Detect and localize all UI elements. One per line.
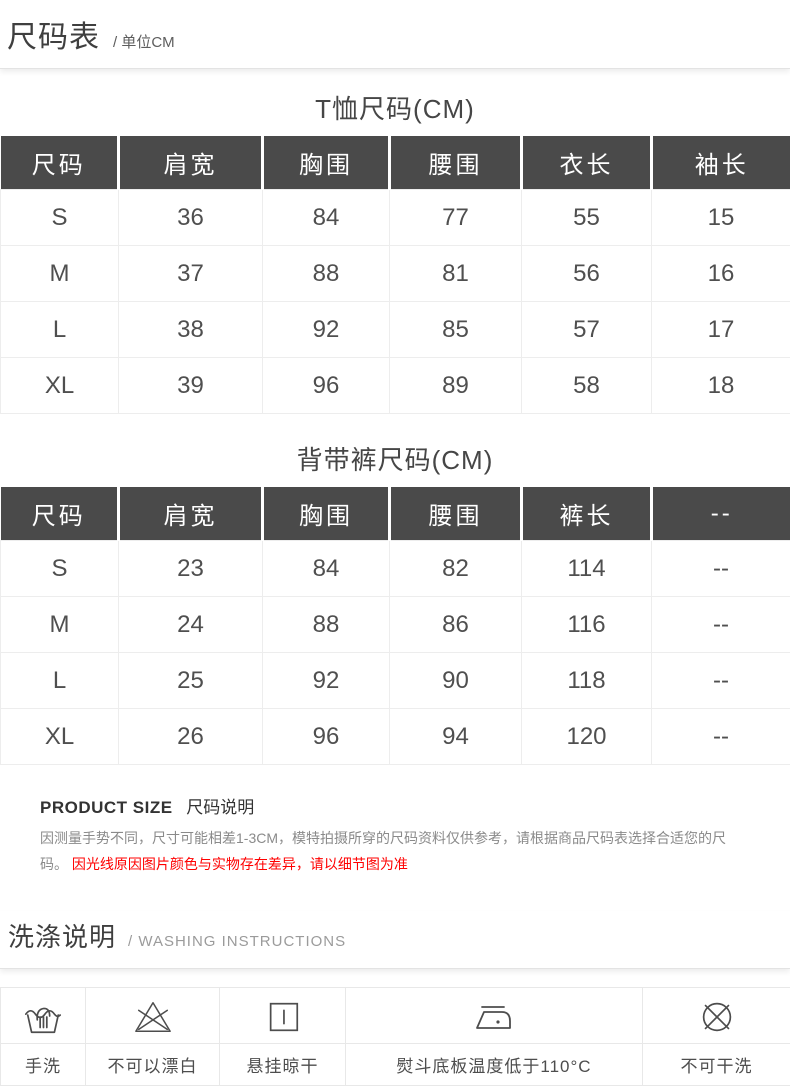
table-row: M 24 88 86 116 -- bbox=[1, 597, 790, 653]
color-warning-text: 因光线原因图片颜色与实物存在差异，请以细节图为准 bbox=[72, 856, 408, 872]
unit-label: / 单位CM bbox=[113, 31, 175, 52]
table-row: M 37 88 81 56 16 bbox=[1, 246, 790, 302]
size-cell: -- bbox=[652, 541, 790, 597]
size-cell: 23 bbox=[119, 541, 263, 597]
size-cell: 96 bbox=[263, 709, 390, 765]
size-cell: 89 bbox=[390, 358, 522, 414]
size-cell: 94 bbox=[390, 709, 522, 765]
hand-wash-icon bbox=[22, 997, 64, 1037]
drip-dry-icon bbox=[264, 998, 302, 1036]
washing-table: 手洗 不可以漂白 悬挂晾干 熨斗底板温度低于110°C 不可干洗 bbox=[0, 987, 790, 1086]
table-row: L 25 92 90 118 -- bbox=[1, 653, 790, 709]
size-cell: XL bbox=[1, 358, 119, 414]
size-cell: L bbox=[1, 653, 119, 709]
column-header-pants-length: 裤长 bbox=[522, 487, 652, 541]
column-header-chest: 胸围 bbox=[263, 487, 390, 541]
size-note-heading-cn: 尺码说明 bbox=[186, 798, 254, 817]
size-cell: 39 bbox=[119, 358, 263, 414]
size-cell: 82 bbox=[390, 541, 522, 597]
column-header-empty: -- bbox=[652, 487, 790, 541]
table-row: XL 39 96 89 58 18 bbox=[1, 358, 790, 414]
size-cell: 114 bbox=[522, 541, 652, 597]
size-cell: 26 bbox=[119, 709, 263, 765]
table-row: XL 26 96 94 120 -- bbox=[1, 709, 790, 765]
size-cell: S bbox=[1, 541, 119, 597]
size-cell: 88 bbox=[263, 246, 390, 302]
washing-title: 洗涤说明 bbox=[8, 917, 116, 954]
size-cell: 90 bbox=[390, 653, 522, 709]
page-title: 尺码表 bbox=[7, 12, 100, 56]
table-row: S 23 84 82 114 -- bbox=[1, 541, 790, 597]
size-note-body: 因测量手势不同，尺寸可能相差1-3CM，模特拍摄所穿的尺码资料仅供参考，请根据商… bbox=[40, 825, 750, 877]
size-cell: L bbox=[1, 302, 119, 358]
size-cell: 16 bbox=[652, 246, 790, 302]
washing-label: 不可干洗 bbox=[643, 1044, 790, 1086]
size-note-heading-en: PRODUCT SIZE bbox=[40, 798, 173, 817]
column-header-waist: 腰围 bbox=[390, 487, 522, 541]
size-chart-header: 尺码表 / 单位CM bbox=[0, 0, 790, 69]
size-cell: -- bbox=[652, 709, 790, 765]
iron-max-110-icon bbox=[471, 999, 517, 1035]
size-note: PRODUCT SIZE 尺码说明 因测量手势不同，尺寸可能相差1-3CM，模特… bbox=[40, 793, 750, 877]
washing-label: 不可以漂白 bbox=[86, 1044, 220, 1086]
size-cell: M bbox=[1, 597, 119, 653]
size-cell: 118 bbox=[522, 653, 652, 709]
column-header-shoulder: 肩宽 bbox=[119, 487, 263, 541]
size-cell: 92 bbox=[263, 653, 390, 709]
size-cell: 56 bbox=[522, 246, 652, 302]
column-header-size: 尺码 bbox=[1, 487, 119, 541]
size-cell: 86 bbox=[390, 597, 522, 653]
size-cell: 18 bbox=[652, 358, 790, 414]
size-cell: 120 bbox=[522, 709, 652, 765]
column-header-shoulder: 肩宽 bbox=[119, 136, 263, 190]
size-cell: 84 bbox=[263, 190, 390, 246]
size-cell: 85 bbox=[390, 302, 522, 358]
size-cell: 58 bbox=[522, 358, 652, 414]
no-bleach-icon bbox=[132, 998, 174, 1036]
column-header-sleeve: 袖长 bbox=[652, 136, 790, 190]
size-cell: 57 bbox=[522, 302, 652, 358]
size-cell: 116 bbox=[522, 597, 652, 653]
column-header-waist: 腰围 bbox=[390, 136, 522, 190]
size-cell: 17 bbox=[652, 302, 790, 358]
washing-label: 悬挂晾干 bbox=[220, 1044, 346, 1086]
overalls-size-table: 尺码 肩宽 胸围 腰围 裤长 -- S 23 84 82 114 -- M 24… bbox=[0, 487, 790, 765]
size-cell: 84 bbox=[263, 541, 390, 597]
size-cell: -- bbox=[652, 597, 790, 653]
tshirt-table-title: T恤尺码(CM) bbox=[0, 89, 790, 126]
column-header-size: 尺码 bbox=[1, 136, 119, 190]
column-header-chest: 胸围 bbox=[263, 136, 390, 190]
overalls-header-row: 尺码 肩宽 胸围 腰围 裤长 -- bbox=[1, 487, 790, 541]
size-cell: -- bbox=[652, 653, 790, 709]
table-row: S 36 84 77 55 15 bbox=[1, 190, 790, 246]
washing-label: 手洗 bbox=[1, 1044, 86, 1086]
size-cell: S bbox=[1, 190, 119, 246]
washing-label-row: 手洗 不可以漂白 悬挂晾干 熨斗底板温度低于110°C 不可干洗 bbox=[1, 1044, 790, 1086]
size-cell: 92 bbox=[263, 302, 390, 358]
size-cell: XL bbox=[1, 709, 119, 765]
size-cell: M bbox=[1, 246, 119, 302]
table-row: L 38 92 85 57 17 bbox=[1, 302, 790, 358]
tshirt-header-row: 尺码 肩宽 胸围 腰围 衣长 袖长 bbox=[1, 136, 790, 190]
tshirt-size-table: 尺码 肩宽 胸围 腰围 衣长 袖长 S 36 84 77 55 15 M 37 … bbox=[0, 136, 790, 414]
no-dry-clean-icon bbox=[696, 996, 738, 1038]
size-note-heading: PRODUCT SIZE 尺码说明 bbox=[40, 793, 750, 818]
washing-header: 洗涤说明 / WASHING INSTRUCTIONS bbox=[0, 911, 790, 969]
washing-subtitle: / WASHING INSTRUCTIONS bbox=[128, 933, 346, 950]
column-header-length: 衣长 bbox=[522, 136, 652, 190]
size-cell: 25 bbox=[119, 653, 263, 709]
size-cell: 24 bbox=[119, 597, 263, 653]
size-cell: 81 bbox=[390, 246, 522, 302]
size-cell: 36 bbox=[119, 190, 263, 246]
washing-icon-row bbox=[1, 988, 790, 1044]
size-cell: 37 bbox=[119, 246, 263, 302]
washing-label: 熨斗底板温度低于110°C bbox=[346, 1044, 643, 1086]
size-cell: 96 bbox=[263, 358, 390, 414]
size-cell: 38 bbox=[119, 302, 263, 358]
size-cell: 15 bbox=[652, 190, 790, 246]
size-cell: 88 bbox=[263, 597, 390, 653]
size-cell: 55 bbox=[522, 190, 652, 246]
size-cell: 77 bbox=[390, 190, 522, 246]
overalls-table-title: 背带裤尺码(CM) bbox=[0, 440, 790, 477]
